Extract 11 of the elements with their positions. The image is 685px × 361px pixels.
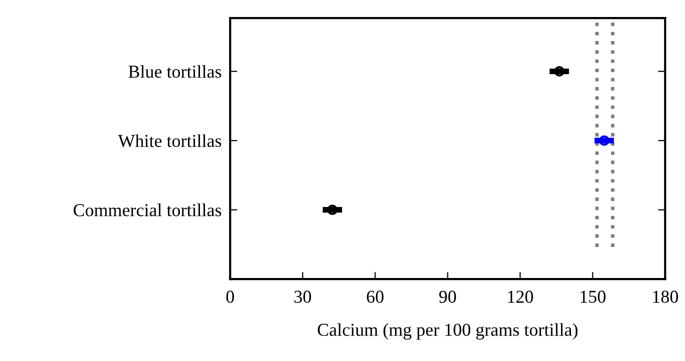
y-tick-label: White tortillas [118,134,222,148]
y-tick-label: Blue tortillas [128,65,222,78]
x-tick-label: 90 [439,290,456,303]
x-tick-label: 0 [226,290,234,303]
y-tick-label: Commercial tortillas [74,204,222,216]
x-axis-title: Calcium (mg per 100 grams tortilla) [318,323,578,340]
x-tick-label: 30 [294,290,311,303]
x-tick-label: 180 [653,290,678,303]
x-tick-label: 60 [366,290,384,303]
x-tick-label: 120 [508,290,533,303]
x-tick-label: 150 [580,290,606,303]
